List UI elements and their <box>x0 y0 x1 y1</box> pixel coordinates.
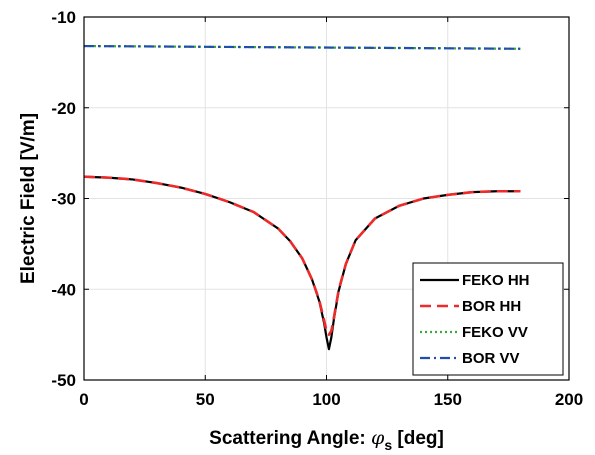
ticks: 0 50 100 150 200 -50 -40 -30 -20 -10 <box>51 8 583 409</box>
y-tick-label: -20 <box>51 99 76 118</box>
legend: FEKO HH BOR HH FEKO VV BOR VV <box>412 262 564 376</box>
y-tick-label: -50 <box>51 371 76 390</box>
legend-box <box>412 262 564 376</box>
x-axis-label: Scattering Angle: φs [deg] <box>209 427 444 453</box>
y-tick-label: -40 <box>51 280 76 299</box>
y-tick-label: -10 <box>51 8 76 27</box>
x-axis-label-symbol: φ <box>371 427 385 449</box>
x-axis-label-unit: [deg] <box>392 428 444 449</box>
series-group <box>83 44 521 351</box>
legend-label: FEKO HH <box>462 272 530 289</box>
x-tick-label: 150 <box>434 390 462 409</box>
y-tick-label: -30 <box>51 190 76 209</box>
y-axis-label: Electric Field [V/m] <box>18 113 39 284</box>
x-axis-label-subscript: s <box>384 437 392 453</box>
x-tick-label: 0 <box>79 390 88 409</box>
x-tick-label: 100 <box>312 390 340 409</box>
legend-label: BOR HH <box>462 298 521 315</box>
legend-label: FEKO VV <box>462 324 528 341</box>
legend-label: BOR VV <box>462 350 520 367</box>
x-tick-label: 50 <box>196 390 215 409</box>
x-axis-label-text: Scattering Angle: <box>209 428 371 449</box>
series-line-bor-vv <box>83 44 521 50</box>
series-line-bor-hh <box>83 175 521 336</box>
x-tick-label: 200 <box>555 390 583 409</box>
